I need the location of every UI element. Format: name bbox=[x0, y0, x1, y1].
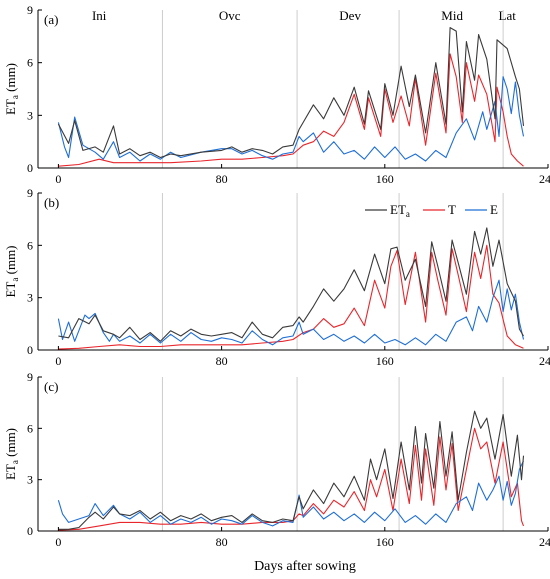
y-tick-label: 9 bbox=[27, 186, 33, 200]
y-tick-label: 0 bbox=[27, 524, 33, 538]
x-axis-label: Days after sowing bbox=[254, 559, 356, 574]
y-tick-label: 3 bbox=[27, 291, 33, 305]
x-tick-label: 160 bbox=[376, 535, 394, 549]
x-tick-label: 240 bbox=[539, 354, 550, 368]
y-tick-label: 0 bbox=[27, 343, 33, 357]
panel-label: (a) bbox=[44, 12, 58, 27]
transpiration-line bbox=[58, 427, 525, 531]
legend-item: T bbox=[423, 202, 456, 217]
transpiration-line bbox=[58, 244, 524, 350]
eta-line bbox=[57, 27, 525, 159]
y-axis-label: ETa (mm) bbox=[3, 63, 20, 115]
x-tick-label: 80 bbox=[216, 535, 228, 549]
y-tick-label: 3 bbox=[27, 108, 33, 122]
stage-label: Ovc bbox=[219, 8, 241, 23]
y-axis-label: ETa (mm) bbox=[3, 245, 20, 297]
y-axis-label: ETa (mm) bbox=[3, 428, 20, 480]
stage-label: Ini bbox=[92, 8, 107, 23]
panel-label: (c) bbox=[44, 379, 58, 394]
panel-b: 0 3 6 9 0 80 160 240 (b) ETa (mm) bbox=[3, 186, 550, 368]
y-tick-label: 6 bbox=[27, 56, 33, 70]
x-tick-label: 0 bbox=[55, 172, 61, 186]
panel-a: 0 3 6 9 0 80 160 240 (a) ETa (mm) bbox=[3, 3, 550, 186]
x-tick-label: 0 bbox=[55, 535, 61, 549]
x-tick-label: 80 bbox=[216, 172, 228, 186]
legend-label: E bbox=[490, 202, 498, 217]
evaporation-line bbox=[57, 76, 525, 162]
evaporation-line bbox=[57, 460, 524, 527]
legend-label: T bbox=[448, 202, 456, 217]
stage-label: Dev bbox=[339, 8, 361, 23]
panel-c: 0 3 6 9 0 80 160 240 (c) ETa (mm) bbox=[3, 370, 550, 549]
y-tick-label: 6 bbox=[27, 238, 33, 252]
eta-line bbox=[58, 410, 525, 530]
legend-item: E bbox=[465, 202, 498, 217]
legend-label: ETa bbox=[390, 202, 410, 219]
y-tick-label: 3 bbox=[27, 473, 33, 487]
eta-line bbox=[58, 227, 524, 342]
legend-item: ETa bbox=[365, 202, 410, 219]
x-tick-label: 160 bbox=[376, 354, 394, 368]
y-tick-label: 6 bbox=[27, 421, 33, 435]
stage-label: Mid bbox=[441, 8, 463, 23]
x-tick-label: 240 bbox=[539, 172, 550, 186]
panel-label: (b) bbox=[44, 195, 59, 210]
x-tick-label: 240 bbox=[539, 535, 550, 549]
x-tick-label: 160 bbox=[376, 172, 394, 186]
x-tick-label: 0 bbox=[55, 354, 61, 368]
evaporation-line bbox=[57, 279, 525, 346]
y-tick-label: 0 bbox=[27, 161, 33, 175]
y-tick-label: 9 bbox=[27, 370, 33, 384]
stage-label: Lat bbox=[499, 8, 517, 23]
x-tick-label: 80 bbox=[216, 354, 228, 368]
y-tick-label: 9 bbox=[27, 3, 33, 17]
